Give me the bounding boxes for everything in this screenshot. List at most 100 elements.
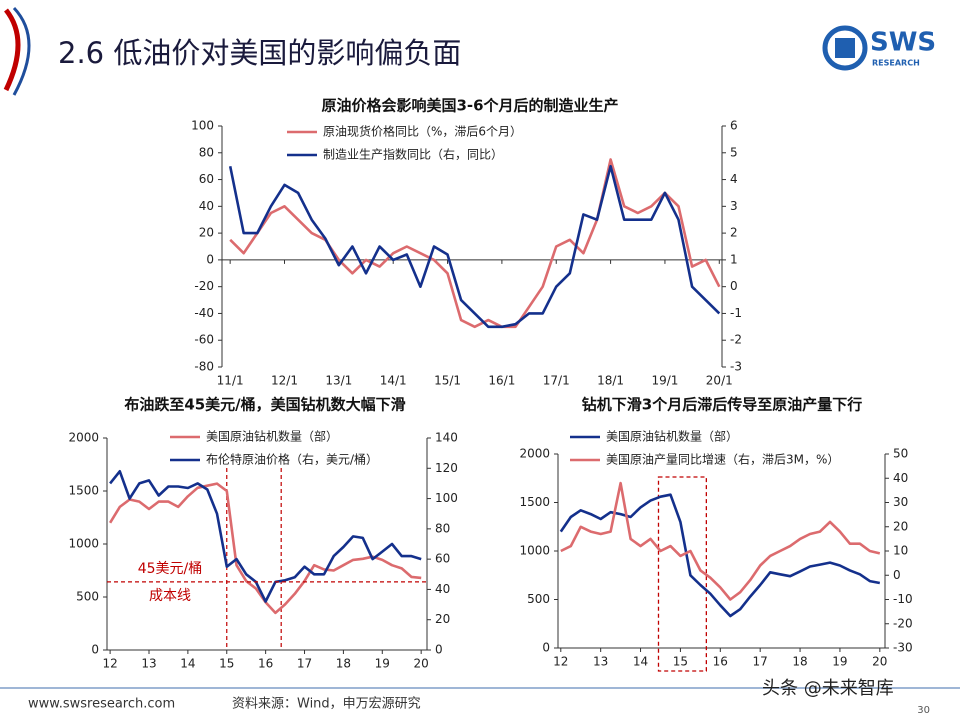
x-tick-label: 12 <box>102 657 117 671</box>
x-tick-label: 13/1 <box>325 374 352 388</box>
x-tick-label: 17/1 <box>543 374 570 388</box>
y2-tick-label: 80 <box>435 521 450 535</box>
y2-tick-label: 4 <box>730 172 738 186</box>
x-tick-label: 19 <box>375 657 390 671</box>
y-tick-label: -40 <box>194 306 214 320</box>
x-tick-label: 17 <box>297 657 312 671</box>
legend-label: 美国原油产量同比增速（右，滞后3M，%） <box>606 452 839 467</box>
x-tick-label: 16 <box>713 655 728 669</box>
y2-tick-label: -1 <box>730 306 742 320</box>
y2-tick-label: 60 <box>435 552 450 566</box>
series-line <box>560 481 881 601</box>
series-line <box>559 493 881 618</box>
y-tick-label: 2000 <box>519 447 550 461</box>
decor-red <box>3 8 21 92</box>
footer-source: 资料来源：Wind，申万宏源研究 <box>232 697 421 712</box>
x-tick-label: 16 <box>258 657 273 671</box>
x-tick-label: 14 <box>633 655 648 669</box>
annotation: 成本线 <box>149 588 191 604</box>
x-tick-label: 12/1 <box>271 374 298 388</box>
legend-label: 原油现货价格同比（%，滞后6个月） <box>323 124 522 139</box>
x-tick-label: 17 <box>753 655 768 669</box>
series-line <box>228 164 721 329</box>
y-tick-label: -20 <box>194 279 214 293</box>
y-tick-label: 1000 <box>68 537 99 551</box>
logo-sub: RESEARCH <box>872 59 920 68</box>
y2-tick-label: -10 <box>893 592 913 606</box>
x-tick-label: 11/1 <box>217 374 244 388</box>
y-tick-label: 0 <box>542 641 550 655</box>
page-number: 30 <box>917 705 930 716</box>
page-title: 2.6 低油价对美国的影响偏负面 <box>58 36 461 70</box>
y2-tick-label: 20 <box>893 519 908 533</box>
y2-tick-label: 0 <box>730 279 738 293</box>
y2-tick-label: 2 <box>730 226 738 240</box>
x-tick-label: 20/1 <box>706 374 733 388</box>
x-tick-label: 18 <box>336 657 351 671</box>
y-tick-label: -60 <box>194 333 214 347</box>
logo: SWS RESEARCH <box>822 25 936 71</box>
legend-label: 布伦特原油价格（右，美元/桶） <box>206 452 378 467</box>
y-tick-label: 60 <box>199 172 214 186</box>
y2-tick-label: 40 <box>435 582 450 596</box>
x-tick-label: 20 <box>872 655 887 669</box>
watermark: 头条 @未来智库 <box>762 678 894 699</box>
footer-website: www.swsresearch.com <box>28 697 175 712</box>
y2-tick-label: 5 <box>730 145 738 159</box>
x-tick-label: 14/1 <box>380 374 407 388</box>
y2-tick-label: 40 <box>893 471 908 485</box>
y-tick-label: 500 <box>76 590 99 604</box>
y-tick-label: 2000 <box>68 431 99 445</box>
y2-tick-label: -30 <box>893 641 913 655</box>
y2-tick-label: 6 <box>730 119 738 133</box>
y2-tick-label: 10 <box>893 544 908 558</box>
y2-tick-label: -2 <box>730 333 742 347</box>
chart-title: 原油价格会影响美国3-6个月后的制造业生产 <box>321 97 618 115</box>
x-tick-label: 15 <box>673 655 688 669</box>
y-tick-label: -80 <box>194 360 214 374</box>
y-tick-label: 1000 <box>519 544 550 558</box>
annotation: 45美元/桶 <box>138 561 203 577</box>
y-tick-label: 40 <box>199 199 214 213</box>
series-line <box>109 470 422 603</box>
legend-label: 美国原油钻机数量（部） <box>606 429 738 444</box>
x-tick-label: 13 <box>593 655 608 669</box>
y2-tick-label: 50 <box>893 447 908 461</box>
y2-tick-label: 1 <box>730 252 738 266</box>
x-tick-label: 15/1 <box>434 374 461 388</box>
y-tick-label: 100 <box>191 119 214 133</box>
logo-square <box>835 38 855 58</box>
logo-ring <box>822 25 868 71</box>
x-tick-label: 12 <box>553 655 568 669</box>
y2-tick-label: 3 <box>730 199 738 213</box>
x-tick-label: 15 <box>219 657 234 671</box>
y-tick-label: 80 <box>199 145 214 159</box>
decor-blue <box>12 6 31 96</box>
x-tick-label: 18 <box>792 655 807 669</box>
y2-tick-label: 100 <box>435 491 458 505</box>
x-tick-label: 14 <box>180 657 195 671</box>
y2-tick-label: 20 <box>435 612 450 626</box>
x-tick-label: 18/1 <box>597 374 624 388</box>
chart-title: 钻机下滑3个月后滞后传导至原油产量下行 <box>582 396 862 414</box>
y2-tick-label: 0 <box>435 643 443 657</box>
legend-label: 美国原油钻机数量（部） <box>206 429 338 444</box>
y-tick-label: 1500 <box>519 495 550 509</box>
highlight-box <box>657 476 707 672</box>
y2-tick-label: 120 <box>435 461 458 475</box>
y-tick-label: 1500 <box>68 484 99 498</box>
x-tick-label: 13 <box>141 657 156 671</box>
y2-tick-label: 0 <box>893 568 901 582</box>
x-tick-label: 16/1 <box>488 374 515 388</box>
y2-tick-label: -20 <box>893 616 913 630</box>
y-tick-label: 0 <box>91 643 99 657</box>
x-tick-label: 20 <box>414 657 429 671</box>
legend-label: 制造业生产指数同比（右，同比） <box>323 147 503 162</box>
x-tick-label: 19 <box>832 655 847 669</box>
y-tick-label: 20 <box>199 226 214 240</box>
y-tick-label: 500 <box>527 592 550 606</box>
series-line <box>229 158 721 329</box>
y2-tick-label: 140 <box>435 431 458 445</box>
y2-tick-label: 30 <box>893 495 908 509</box>
